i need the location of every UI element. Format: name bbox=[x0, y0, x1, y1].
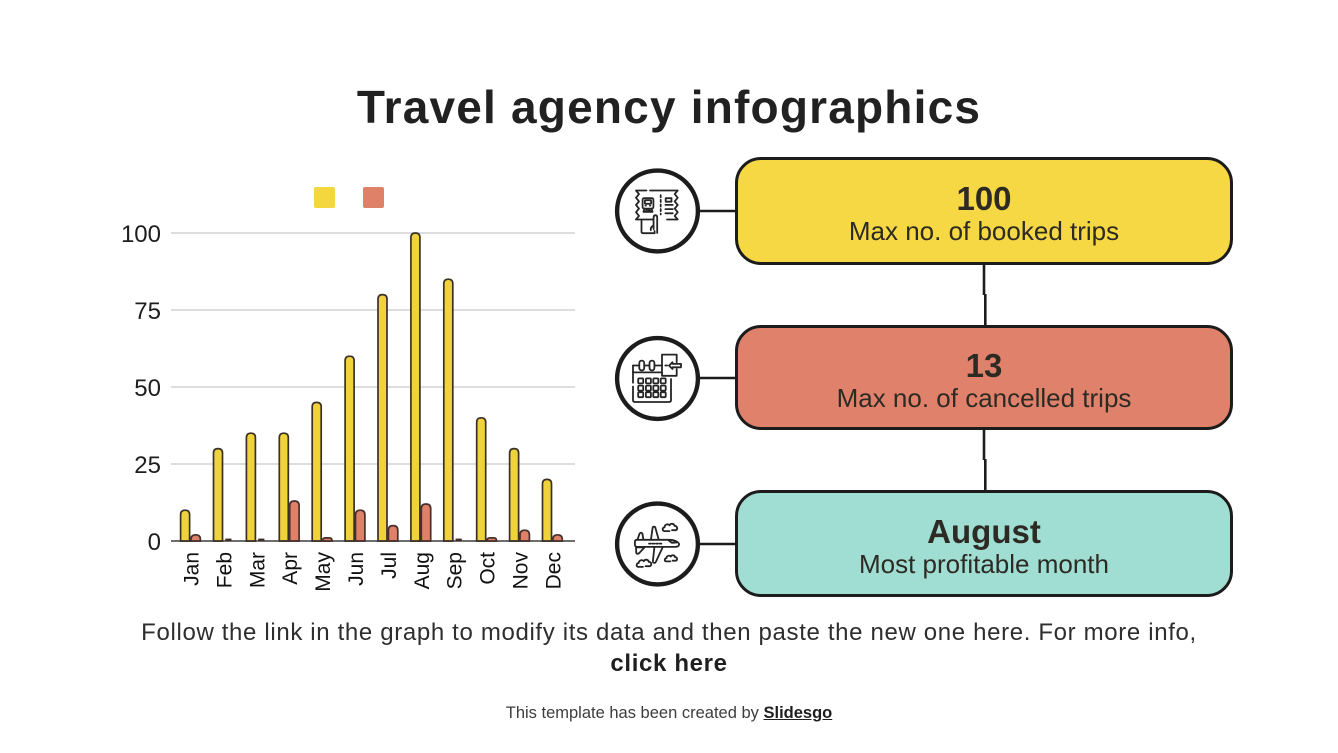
svg-text:Jan: Jan bbox=[181, 552, 204, 586]
svg-text:Sep: Sep bbox=[444, 552, 467, 589]
svg-text:Jun: Jun bbox=[345, 552, 368, 586]
svg-text:25: 25 bbox=[134, 452, 161, 479]
svg-text:75: 75 bbox=[134, 298, 161, 325]
svg-text:Mar: Mar bbox=[246, 552, 269, 588]
svg-text:Dec: Dec bbox=[542, 552, 565, 589]
svg-text:100: 100 bbox=[121, 221, 161, 248]
svg-text:Oct: Oct bbox=[477, 552, 500, 585]
svg-text:Apr: Apr bbox=[279, 552, 302, 585]
svg-text:0: 0 bbox=[148, 529, 161, 556]
svg-text:50: 50 bbox=[134, 375, 161, 402]
svg-text:Feb: Feb bbox=[213, 552, 236, 588]
svg-text:Jul: Jul bbox=[378, 552, 401, 579]
svg-text:May: May bbox=[312, 552, 335, 592]
svg-text:Nov: Nov bbox=[510, 552, 533, 590]
svg-text:Aug: Aug bbox=[411, 552, 434, 589]
